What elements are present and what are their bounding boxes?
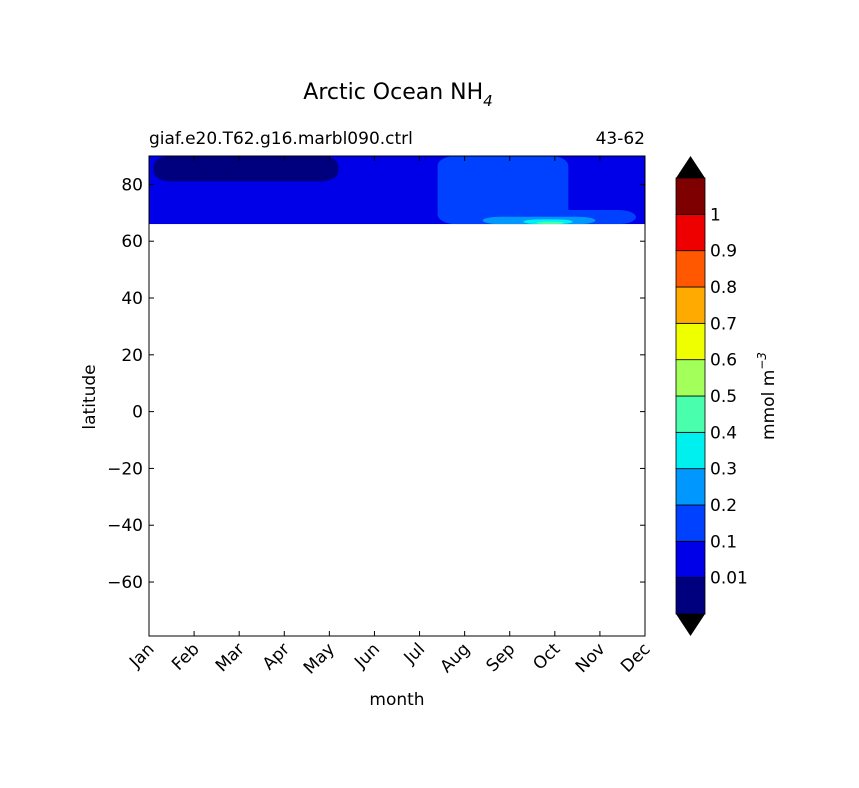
field-region-5 <box>536 221 564 225</box>
colorbar-segment <box>675 431 706 470</box>
x-tick-label: Apr <box>259 639 294 674</box>
y-tick-label: −20 <box>107 459 143 479</box>
field-region-1 <box>437 156 569 225</box>
x-tick-label: May <box>300 639 339 678</box>
y-tick-label: −40 <box>107 516 143 536</box>
colorbar-segment <box>675 213 706 252</box>
x-tick-label: Feb <box>168 639 203 674</box>
plot-area <box>148 155 646 637</box>
colorbar-segment <box>675 177 706 215</box>
colorbar-segment <box>675 468 706 506</box>
x-tick-label: Dec <box>617 639 654 676</box>
colorbar-tick-label: 0.4 <box>710 423 737 443</box>
run-name: giaf.e20.T62.g16.marbl090.ctrl <box>149 129 413 149</box>
colorbar-over-arrow <box>676 156 705 178</box>
colorbar-tick-label: 0.6 <box>710 351 737 371</box>
colorbar-label: mmol m−3 <box>755 352 779 440</box>
x-tick-label: Mar <box>212 639 249 676</box>
colorbar-tick-label: 0.8 <box>710 278 737 298</box>
colorbar-segment <box>675 250 706 288</box>
colorbar-tick-label: 0.9 <box>710 242 737 262</box>
x-tick-label: Sep <box>482 639 519 676</box>
x-tick-label: Jul <box>400 639 429 668</box>
y-axis: 80 60 40 20 0 −20 −40 −60 <box>107 175 645 593</box>
colorbar-tick-label: 0.5 <box>710 387 737 407</box>
colorbar-tick-label: 0.2 <box>710 496 737 516</box>
x-tick-label: Jun <box>350 639 384 673</box>
y-tick-label: 80 <box>121 175 143 195</box>
colorbar-segment <box>675 395 706 433</box>
colorbar-tick-label: 0.01 <box>710 569 748 589</box>
chart-title: Arctic Ocean NH4 <box>303 80 492 110</box>
x-tick-label: Oct <box>529 639 564 674</box>
colorbar-segment <box>675 286 706 324</box>
colorbar-tick-label: 0.1 <box>710 532 737 552</box>
no-data-area <box>149 224 645 636</box>
y-tick-label: 60 <box>121 232 143 252</box>
y-tick-label: −60 <box>107 573 143 593</box>
year-range: 43-62 <box>596 129 645 149</box>
colorbar-under-arrow <box>676 614 705 636</box>
colorbar-segment <box>675 577 706 615</box>
plot-frame <box>148 155 646 637</box>
colorbar-tick-label: 0.3 <box>710 460 737 480</box>
y-axis-label: latitude <box>80 364 100 429</box>
y-tick-label: 40 <box>121 289 143 309</box>
y-tick-label: 0 <box>132 403 143 423</box>
colorbar-segment <box>675 504 706 542</box>
colorbar-segment <box>675 540 706 579</box>
x-tick-label: Aug <box>437 639 475 677</box>
y-tick-label: 20 <box>121 346 143 366</box>
colorbar-segment <box>675 322 706 361</box>
x-tick-label: Nov <box>572 639 610 677</box>
colorbar-segment <box>675 359 706 397</box>
colorbar-tick-label: 0.7 <box>710 314 737 334</box>
colorbar-tick-label: 1 <box>710 205 721 225</box>
colorbar: 0.01 0.1 0.2 0.3 0.4 0.5 0.6 0.7 0.8 0.9 1 <box>675 156 748 636</box>
x-tick-label: Jan <box>125 639 158 672</box>
x-axis-label: month <box>369 690 424 710</box>
field-region-0 <box>153 156 339 182</box>
